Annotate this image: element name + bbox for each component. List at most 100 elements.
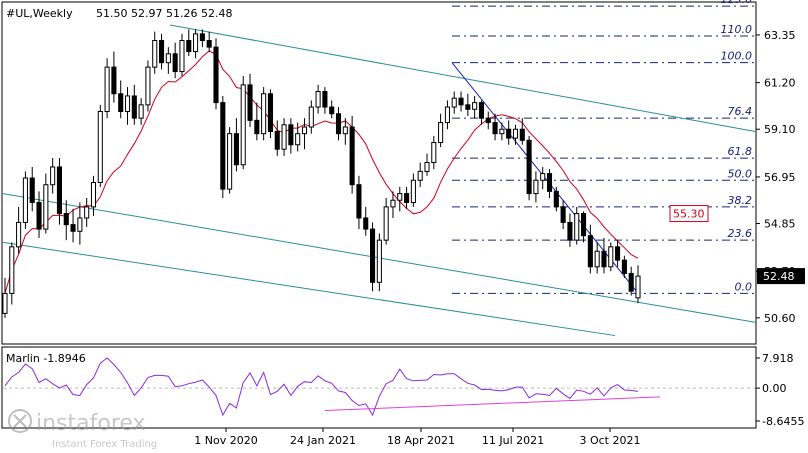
candle-down bbox=[567, 221, 573, 241]
candle-up bbox=[472, 102, 478, 110]
candle-down bbox=[206, 39, 212, 48]
candle-up bbox=[390, 199, 396, 208]
symbol-label: #UL,Weekly bbox=[6, 7, 73, 20]
candle-down bbox=[111, 66, 117, 95]
candle-up bbox=[308, 106, 314, 128]
candle-down bbox=[458, 97, 464, 106]
candle-down bbox=[506, 128, 512, 139]
candle-up bbox=[512, 128, 519, 139]
candle-down bbox=[349, 126, 355, 186]
candle-up bbox=[227, 133, 233, 190]
candle-down bbox=[465, 104, 471, 110]
candle-down bbox=[131, 95, 137, 119]
candle-down bbox=[356, 184, 362, 219]
candle-down bbox=[492, 122, 498, 135]
candle-up bbox=[77, 217, 83, 232]
candle-up bbox=[574, 213, 580, 241]
candle-down bbox=[213, 46, 219, 104]
candle-down bbox=[186, 39, 192, 53]
price-axis: 63.3561.2059.1056.9554.8552.7050.6052.48… bbox=[669, 29, 805, 325]
ohlc-values: 51.50 52.97 51.26 52.48 bbox=[96, 7, 232, 20]
fibo-label: 110.0 bbox=[721, 23, 753, 36]
time-tick-label: 24 Jan 2021 bbox=[290, 434, 356, 447]
time-tick-label: 3 Oct 2021 bbox=[579, 434, 640, 447]
candle-up bbox=[50, 166, 56, 186]
candle-up bbox=[315, 91, 321, 108]
candle-down bbox=[322, 91, 328, 108]
candle-up bbox=[424, 162, 430, 172]
candle-up bbox=[124, 95, 131, 112]
fibo-label: 61.8 bbox=[728, 145, 753, 158]
candle-down bbox=[159, 39, 165, 64]
indicator-tick-label: 7.918 bbox=[762, 352, 794, 365]
candle-down bbox=[553, 190, 559, 208]
candle-down bbox=[172, 53, 178, 73]
candle-down bbox=[118, 93, 124, 112]
candle-down bbox=[560, 206, 566, 223]
candle-down bbox=[478, 102, 484, 119]
candle-down bbox=[220, 102, 226, 190]
candle-down bbox=[56, 166, 62, 215]
indicator-tick-label: -8.6455 bbox=[762, 415, 804, 428]
candle-up bbox=[451, 97, 457, 108]
candle-up bbox=[145, 66, 151, 106]
candle-up bbox=[281, 124, 287, 150]
price-tick-label: 59.10 bbox=[764, 123, 796, 136]
last-price-tag bbox=[757, 268, 805, 285]
candle-down bbox=[199, 33, 205, 41]
candle-down bbox=[587, 235, 593, 268]
watermark-tagline: Instant Forex Trading bbox=[52, 439, 157, 450]
fibo-label: 38.2 bbox=[728, 194, 753, 207]
candle-down bbox=[335, 113, 342, 135]
ma-value-label: 55.30 bbox=[673, 208, 705, 221]
fibo-label: 0.0 bbox=[735, 280, 753, 293]
candle-down bbox=[254, 119, 260, 135]
candle-down bbox=[370, 228, 376, 283]
fibo-label: 50.0 bbox=[728, 167, 753, 180]
marlin-indicator: 7.918 0.00 -8.6455 bbox=[3, 352, 804, 428]
fibo-label: 100.0 bbox=[721, 50, 753, 63]
candle-down bbox=[581, 213, 587, 237]
candle-up bbox=[540, 173, 546, 181]
candle-up bbox=[97, 110, 103, 183]
candle-up bbox=[9, 246, 15, 294]
candle-down bbox=[29, 177, 35, 203]
candle-up bbox=[431, 142, 437, 164]
candle-up bbox=[342, 126, 348, 135]
candle-up bbox=[16, 221, 22, 248]
candle-down bbox=[485, 117, 491, 124]
watermark-brand: instaforex bbox=[36, 411, 146, 436]
candle-down bbox=[363, 217, 369, 230]
price-tick-label: 54.85 bbox=[764, 218, 796, 231]
watermark: instaforex Instant Forex Trading bbox=[8, 409, 157, 450]
candle-up bbox=[410, 179, 416, 203]
candle-up bbox=[383, 206, 389, 241]
candle-up bbox=[43, 184, 49, 230]
time-axis: 1 Nov 2020 24 Jan 2021 18 Apr 2021 11 Jul 2… bbox=[194, 428, 641, 447]
marlin-line bbox=[4, 357, 639, 417]
candle-up bbox=[22, 177, 28, 223]
fibo-label: 76.4 bbox=[728, 105, 753, 118]
candle-up bbox=[438, 122, 444, 144]
candle-up bbox=[295, 133, 301, 146]
channel-lower-line bbox=[2, 241, 616, 337]
candle-up bbox=[240, 84, 246, 166]
candle-up bbox=[397, 193, 403, 201]
candle-up bbox=[444, 106, 450, 124]
moving-average-line bbox=[4, 50, 639, 294]
candle-up bbox=[499, 128, 505, 135]
candle-down bbox=[267, 93, 273, 132]
candle-up bbox=[138, 104, 144, 119]
candle-down bbox=[628, 272, 634, 292]
candle-up bbox=[104, 66, 110, 112]
time-tick-label: 18 Apr 2021 bbox=[387, 434, 455, 447]
fibo-label: 123.6 bbox=[721, 0, 753, 6]
candle-down bbox=[36, 201, 42, 230]
candle-down bbox=[233, 133, 239, 166]
ma-value-tag bbox=[669, 205, 709, 223]
candle-down bbox=[70, 224, 76, 232]
candle-down bbox=[288, 124, 294, 146]
candle-down bbox=[621, 259, 627, 274]
candle-up bbox=[179, 39, 185, 73]
